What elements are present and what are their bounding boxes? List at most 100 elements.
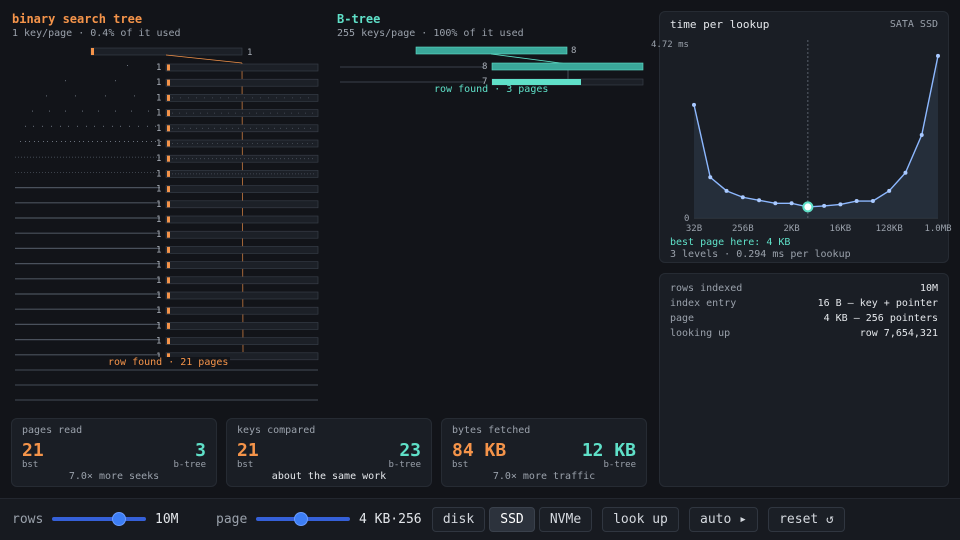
- device-option-ssd[interactable]: SSD: [489, 507, 535, 532]
- device-option-nvme[interactable]: NVMe: [539, 507, 592, 532]
- rows-slider[interactable]: [52, 512, 146, 526]
- bst-root-key: [91, 48, 94, 55]
- lookup-chart-title: time per lookup: [670, 18, 770, 31]
- bst-page: [165, 154, 319, 163]
- bst-page: [165, 352, 319, 361]
- bst-node-label: 1: [156, 291, 161, 301]
- bst-page-key: [167, 262, 170, 269]
- stat-bytes-bst-tag: bst: [452, 460, 469, 470]
- chart-data-point: [789, 201, 794, 206]
- rows-slider-thumb[interactable]: [112, 512, 126, 526]
- bst-node-label: 1: [156, 109, 161, 119]
- stat-bytes-label: bytes fetched: [452, 425, 531, 436]
- chart-x-tick-label: 256B: [732, 224, 754, 234]
- bst-page: [165, 337, 319, 345]
- stat-pages-note: 7.0× more seeks: [68, 471, 160, 482]
- btree-title: B-tree: [337, 12, 381, 26]
- auto-button[interactable]: auto ▸: [689, 507, 758, 532]
- page-value: 4 KB·256: [359, 512, 422, 527]
- bst-node-label: 1: [156, 185, 161, 195]
- bst-page-key: [167, 338, 170, 345]
- bst-node-label: 1: [156, 245, 161, 255]
- chart-data-point: [870, 199, 875, 204]
- chart-area: [694, 55, 938, 218]
- stat-bytes-bst: 84 KB: [452, 440, 507, 461]
- bst-page: [165, 124, 319, 133]
- info-row-key: index entry: [670, 298, 737, 309]
- chart-best-point: [802, 201, 814, 213]
- info-row-key: looking up: [670, 328, 731, 339]
- stat-pages-bst: 21: [22, 440, 44, 461]
- chart-data-point: [822, 203, 827, 208]
- bst-page-key: [167, 307, 170, 314]
- page-slider[interactable]: [256, 512, 350, 526]
- rows-label: rows: [12, 512, 44, 527]
- bst-page: [165, 200, 319, 209]
- btree-root-page: [415, 46, 568, 55]
- chart-x-tick-label: 32B: [686, 224, 702, 234]
- stat-card-keys: keys compared 21 23 bst b-tree about the…: [226, 418, 432, 487]
- bst-title: binary search tree: [12, 12, 143, 26]
- bst-page-key: [167, 246, 170, 253]
- chart-y-top-label: 4.72 ms: [651, 40, 689, 50]
- bst-page-key: [167, 125, 170, 132]
- page-label: page: [216, 512, 248, 527]
- bst-node-label: 1: [156, 230, 161, 240]
- rows-slider-track[interactable]: [52, 517, 146, 521]
- bst-found-label: row found · 21 pages: [106, 357, 231, 368]
- btree-level3-label: 7: [482, 77, 488, 87]
- bst-page: [165, 322, 319, 330]
- chart-data-point: [838, 202, 843, 207]
- chart-x-tick-label: 128KB: [876, 224, 903, 234]
- page-slider-thumb[interactable]: [293, 512, 308, 526]
- bst-page-key: [167, 277, 170, 284]
- info-row-value: 10M: [919, 283, 938, 294]
- chart-x-tick-label: 16KB: [830, 224, 852, 234]
- stat-keys-bst: 21: [237, 440, 259, 461]
- look-up-button[interactable]: look up: [602, 507, 679, 532]
- device-option-disk[interactable]: disk: [432, 507, 485, 532]
- bst-page-key: [167, 64, 170, 71]
- bst-node-label: 1: [156, 337, 161, 347]
- info-row-value: row 7,654,321: [859, 328, 938, 339]
- bst-page-key: [167, 155, 170, 162]
- stat-pages-btree: 3: [195, 440, 206, 461]
- stat-keys-btree-tag: b-tree: [388, 460, 421, 470]
- btree-found-label: row found · 3 pages: [434, 84, 549, 95]
- chart-data-point: [757, 198, 762, 203]
- chart-data-point: [919, 133, 924, 138]
- bst-page-key: [167, 110, 170, 117]
- bst-page-key: [167, 186, 170, 193]
- bst-node-label: 1: [156, 169, 161, 179]
- bst-page: [165, 215, 319, 224]
- bst-node-label: 1: [156, 215, 161, 225]
- bst-page-key: [167, 94, 170, 101]
- bst-node-label: 1: [156, 276, 161, 286]
- chart-x-tick-label: 1.0MB: [924, 224, 951, 234]
- stat-pages-bst-tag: bst: [22, 460, 39, 470]
- info-row-key: rows indexed: [670, 283, 743, 294]
- info-row-key: page: [670, 313, 695, 324]
- lookup-chart-device: SATA SSD: [889, 19, 938, 30]
- lookup-chart-panel: time per lookup SATA SSD best page here:…: [659, 11, 949, 263]
- chart-data-point: [692, 102, 696, 107]
- bst-page-key: [167, 231, 170, 238]
- reset-button[interactable]: reset ↺: [768, 507, 845, 532]
- bst-page-key: [167, 140, 170, 147]
- bst-node-label: 1: [156, 200, 161, 210]
- stat-bytes-btree: 12 KB: [581, 440, 636, 461]
- bst-page: [165, 306, 319, 315]
- bst-subtitle: 1 key/page · 0.4% of it used: [12, 28, 181, 39]
- bst-node-label: 1: [156, 124, 161, 134]
- chart-data-point: [773, 201, 778, 206]
- bst-page: [165, 230, 319, 239]
- stat-pages-btree-tag: b-tree: [173, 460, 206, 470]
- btree-diagram: [340, 46, 644, 86]
- chart-data-point: [936, 53, 940, 58]
- bst-node-label: 1: [156, 261, 161, 271]
- btree-level2-page: [491, 62, 644, 71]
- stat-keys-bst-tag: bst: [237, 460, 254, 470]
- stat-bytes-note: 7.0× more traffic: [492, 471, 596, 482]
- bst-page-key: [167, 322, 170, 329]
